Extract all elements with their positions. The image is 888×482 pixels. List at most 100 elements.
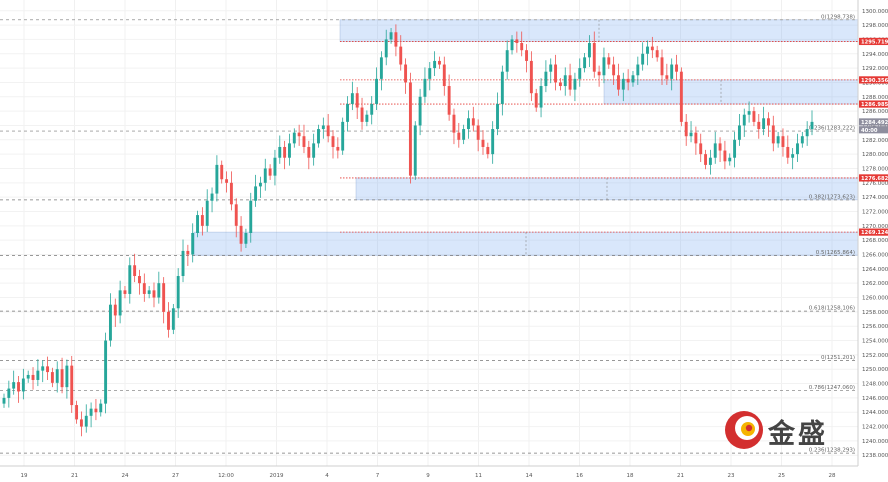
- y-tick-label: 1288.000: [862, 95, 888, 101]
- candle-body: [220, 164, 224, 180]
- price-tag-label: 1295.719: [861, 39, 888, 45]
- price-tag-bg: [859, 126, 888, 134]
- price-tag-label: 1284.492: [861, 120, 888, 126]
- candle-body: [471, 118, 475, 126]
- candle-body: [718, 143, 722, 151]
- candle-body: [733, 139, 737, 158]
- candle-body: [399, 46, 403, 65]
- candle-body: [607, 57, 611, 65]
- fib-level-label: 0.236(1283.222): [809, 126, 855, 132]
- candle-body: [297, 132, 301, 137]
- candle-body: [631, 75, 635, 83]
- candle-body: [704, 154, 708, 165]
- candle-body: [641, 53, 645, 65]
- candle-body: [249, 200, 253, 233]
- candle-body: [104, 340, 108, 404]
- price-tag-bg: [859, 37, 888, 46]
- candle-body: [529, 60, 533, 94]
- candle-body: [486, 146, 490, 155]
- y-tick-label: 1246.000: [862, 396, 888, 402]
- candle-body: [60, 369, 64, 388]
- candle-body: [181, 250, 185, 277]
- candle-body: [525, 50, 528, 61]
- candle-body: [452, 114, 456, 133]
- candle-body: [708, 157, 712, 165]
- candle-body: [123, 290, 127, 294]
- candle-body: [408, 82, 412, 176]
- candle-body: [583, 57, 587, 69]
- candle-body: [152, 290, 156, 298]
- x-tick-label: 9: [426, 473, 430, 479]
- candle-body: [413, 125, 417, 176]
- time-axis[interactable]: 19 21 24 27 12:00 2019 4 7 9 11 14 16 18 21 23 25 28: [0, 465, 858, 479]
- y-tick-label: 1272.000: [862, 209, 888, 215]
- candle-body: [534, 93, 538, 108]
- candle-body: [433, 60, 437, 69]
- candle-body: [694, 132, 698, 144]
- y-tick-label: 1282.000: [862, 138, 888, 144]
- candle-body: [215, 164, 219, 194]
- candle-body: [379, 57, 383, 79]
- candle-body: [283, 146, 287, 158]
- candle-body: [539, 86, 543, 108]
- candle-body: [617, 75, 620, 90]
- candle-body: [737, 125, 741, 140]
- y-tick-label: 1300.000: [862, 9, 888, 15]
- candle-body: [17, 382, 20, 392]
- fib-level-label: 0(1298.738): [821, 14, 855, 20]
- x-tick-label: 23: [728, 473, 735, 479]
- candle-body: [505, 50, 509, 72]
- fibonacci-levels: 0(1298.738) 0.236(1283.222) 0.382(1273.623…: [0, 14, 858, 454]
- price-tag: 1290.356: [859, 76, 888, 84]
- price-tag-bg: [859, 76, 888, 84]
- candle-body: [147, 290, 151, 294]
- y-tick-label: 1254.000: [862, 339, 888, 345]
- candle-body: [79, 419, 83, 427]
- y-tick-label: 1268.000: [862, 238, 888, 244]
- x-tick-label: 21: [677, 473, 684, 479]
- candle-body: [355, 93, 359, 108]
- candle-body: [50, 372, 54, 383]
- candle-body: [26, 374, 30, 379]
- candle-body: [404, 64, 408, 83]
- candle-body: [191, 233, 195, 255]
- candle-body: [699, 143, 703, 155]
- candle-body: [665, 75, 669, 79]
- candle-body: [679, 71, 683, 122]
- price-zone: [603, 79, 859, 105]
- candle-body: [520, 43, 524, 51]
- candle-body: [636, 64, 640, 76]
- candle-body: [558, 82, 562, 87]
- price-tag-bg: [859, 100, 888, 108]
- candle-body: [437, 60, 441, 65]
- candle-body: [138, 276, 141, 284]
- candle-body: [46, 366, 49, 373]
- candle-body: [389, 32, 393, 40]
- price-zone: [355, 177, 859, 201]
- price-tag-bg: [859, 118, 888, 126]
- candle-body: [515, 39, 519, 44]
- candle-body: [273, 157, 277, 176]
- candle-body: [602, 57, 606, 76]
- price-tag: 1286.985: [859, 100, 888, 108]
- candle-body: [99, 403, 103, 413]
- candle-body: [626, 78, 630, 83]
- candle-body: [423, 78, 427, 97]
- candle-body: [321, 125, 325, 130]
- candle-body: [302, 136, 306, 147]
- fib-level-label: 0.382(1273.623): [809, 194, 855, 200]
- candle-body: [292, 132, 296, 144]
- candle-body: [36, 370, 40, 380]
- y-tick-label: 1238.000: [862, 453, 888, 459]
- candle-body: [771, 125, 775, 144]
- candle-body: [89, 408, 93, 416]
- candle-body: [210, 193, 214, 201]
- y-tick-label: 1250.000: [862, 367, 888, 373]
- candle-body: [239, 225, 243, 244]
- candle-body: [650, 46, 654, 51]
- y-tick-label: 1292.000: [862, 66, 888, 72]
- y-tick-label: 1262.000: [862, 281, 888, 287]
- candle-body: [128, 265, 132, 294]
- candle-body: [341, 121, 345, 151]
